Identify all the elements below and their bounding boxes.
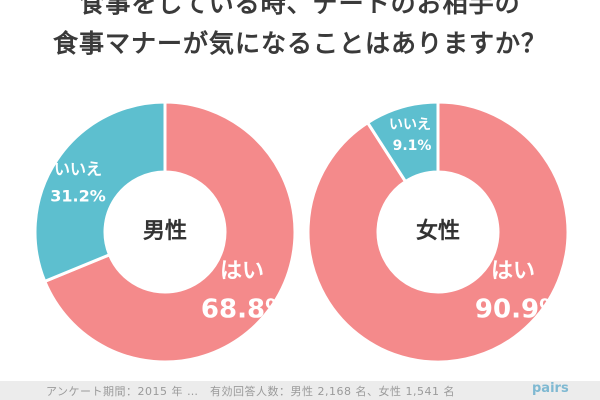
donut-hole-female xyxy=(378,172,498,292)
slice-label-male-yes: はい xyxy=(220,259,264,284)
slice-value-female-no: 9.1% xyxy=(393,138,432,154)
chart-title-line-2: 食事マナーが気になることはありますか？ xyxy=(52,29,547,58)
survey-footer: アンケート期間：2015 年 … 有効回答人数：男性 2,168 名、女性 1,… xyxy=(0,381,600,400)
pairs-logo: pairs xyxy=(532,381,569,396)
center-label-female: 女性 xyxy=(416,218,460,244)
slice-label-male-no: いいえ xyxy=(54,160,102,179)
donut-hole-male xyxy=(105,172,225,292)
slice-label-female-yes: はい xyxy=(491,259,535,284)
slice-value-male-yes: 68.8% xyxy=(201,295,291,325)
slice-value-female-yes: 90.9% xyxy=(475,295,565,325)
chart-title-line-1: 食事をしている時、デートのお相手の xyxy=(79,0,521,18)
center-label-male: 男性 xyxy=(143,219,187,244)
survey-info: アンケート期間：2015 年 … 有効回答人数：男性 2,168 名、女性 1,… xyxy=(46,385,456,398)
slice-label-female-no: いいえ xyxy=(389,117,431,133)
slice-value-male-no: 31.2% xyxy=(50,187,106,206)
